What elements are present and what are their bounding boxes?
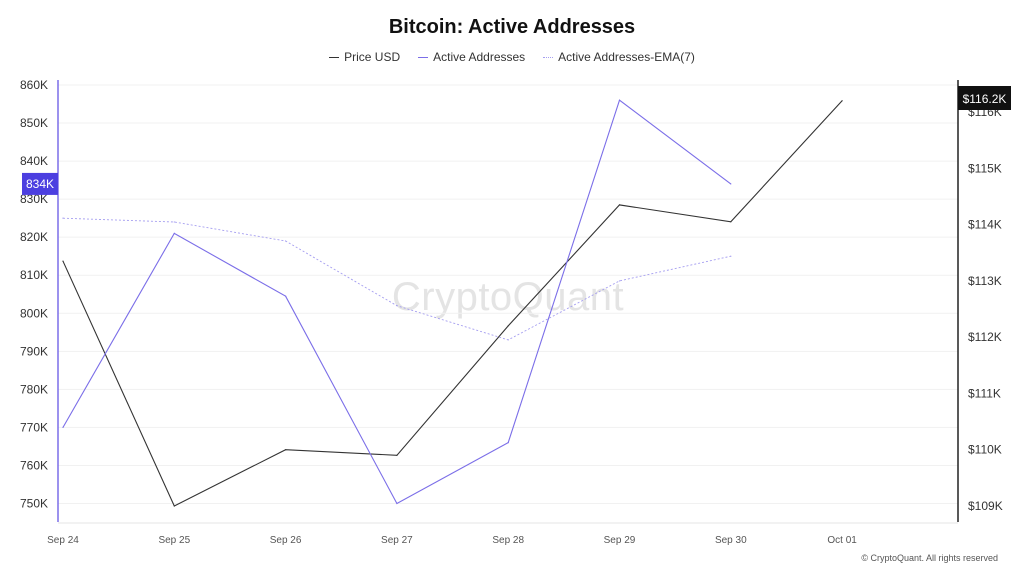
y-right-tick-label: $115K (968, 161, 1002, 175)
legend-swatch-price (329, 56, 340, 58)
y-left-tick-label: 830K (20, 192, 48, 206)
series-line-price-usd (62, 100, 843, 507)
x-tick-label: Oct 01 (827, 535, 857, 546)
data-point (396, 454, 398, 456)
data-point (62, 217, 64, 219)
y-left-tick-label: 780K (20, 382, 48, 396)
data-point (507, 325, 509, 327)
legend-item-price[interactable]: Price USD (329, 50, 400, 64)
legend-item-active-addresses[interactable]: Active Addresses (418, 50, 525, 64)
data-point (173, 232, 175, 234)
data-point (618, 204, 621, 206)
y-left-tick-label: 770K (20, 420, 48, 434)
data-point (618, 280, 621, 282)
data-point (62, 260, 64, 262)
data-point (62, 426, 64, 429)
y-left-tick-label: 750K (20, 497, 48, 511)
x-tick-label: Sep 26 (270, 535, 302, 546)
y-left-tick-label: 800K (20, 306, 48, 320)
y-left-tick-label: 840K (20, 154, 48, 168)
y-right-tick-label: $114K (968, 218, 1002, 232)
data-point (841, 100, 843, 102)
data-point (730, 183, 732, 185)
legend-swatch-active-addresses (418, 56, 429, 58)
data-point (730, 221, 732, 223)
legend-label-active-addresses: Active Addresses (433, 50, 526, 64)
y-left-tick-label: 790K (20, 344, 48, 358)
y-right-tick-label: $109K (968, 499, 1003, 513)
grid-lines (58, 84, 958, 504)
y-right-tick-label: $110K (968, 443, 1002, 457)
current-value-label-right: $116.2K (963, 92, 1007, 106)
y-left-tick-label: 760K (20, 458, 48, 472)
x-tick-label: Sep 27 (381, 535, 413, 546)
current-value-badge-left (22, 172, 58, 195)
x-tick-label: Sep 28 (492, 535, 524, 546)
data-point (730, 255, 732, 257)
y-left-tick-label: 860K (20, 78, 48, 92)
legend-label-price: Price USD (344, 50, 401, 64)
series-line-active-addresses-ema-7- (62, 217, 731, 341)
chart-title: Bitcoin: Active Addresses (388, 16, 636, 38)
data-point (285, 449, 287, 451)
data-point (285, 295, 287, 297)
current-value-label-left: 834K (26, 177, 54, 191)
data-point (285, 240, 287, 242)
y-right-tick-label: $111K (968, 386, 1001, 400)
data-point (396, 502, 398, 505)
legend-item-ema[interactable]: Active Addresses-EMA(7) (543, 50, 695, 64)
legend-swatch-ema (543, 56, 554, 58)
x-tick-label: Sep 24 (47, 535, 79, 546)
x-tick-label: Sep 29 (604, 535, 636, 546)
legend-label-ema: Active Addresses-EMA(7) (558, 50, 695, 64)
x-tick-label: Sep 30 (715, 535, 747, 546)
current-value-badge-right (958, 86, 1011, 110)
chart-legend: Price USD Active Addresses Active Addres… (0, 50, 1024, 64)
y-left-tick-label: 850K (20, 116, 48, 130)
y-right-tick-label: $112K (968, 330, 1002, 344)
data-point (507, 339, 509, 341)
data-point (618, 99, 621, 101)
data-point (173, 221, 175, 223)
y-left-tick-label: 810K (20, 268, 48, 282)
y-left-tick-label: 820K (20, 230, 48, 244)
data-point (396, 305, 398, 307)
data-point (173, 505, 175, 507)
watermark: CryptoQuant (391, 275, 625, 319)
y-right-tick-label: $113K (968, 274, 1002, 288)
data-point (507, 442, 509, 444)
copyright-footer: © CryptoQuant. All rights reserved (861, 553, 998, 563)
x-tick-label: Sep 25 (158, 535, 190, 546)
